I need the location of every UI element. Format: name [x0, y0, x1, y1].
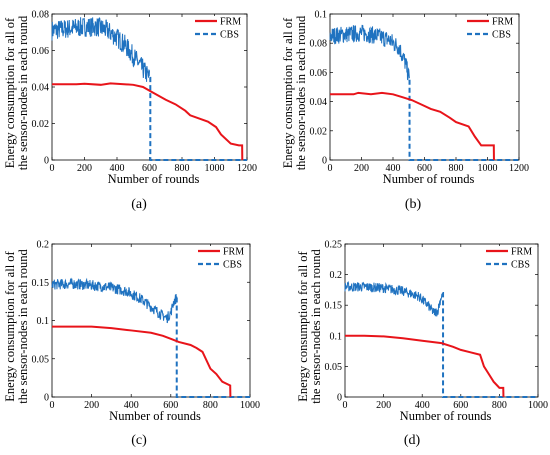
y-tick-label: 0.06 — [32, 46, 50, 57]
x-tick-label: 400 — [415, 400, 430, 411]
y-tick-label: 0.05 — [325, 362, 343, 373]
x-tick-label: 1000 — [240, 400, 260, 411]
x-tick-label: 800 — [449, 163, 464, 174]
x-tick-label: 1200 — [237, 163, 257, 174]
legend-frm-label: FRM — [220, 17, 241, 28]
x-tick-label: 800 — [203, 400, 218, 411]
y-tick-label: 0.04 — [310, 97, 328, 108]
chart-panel-1: 0 200 400 600 800 1000 1200 0 0.02 0.04 0.06 0.08 Nu… — [3, 10, 257, 213]
cbs-series-drop — [175, 297, 250, 398]
y-tick-label: 0 — [322, 156, 327, 167]
x-tick-label: 600 — [142, 163, 157, 174]
x-tick-label: 400 — [110, 163, 125, 174]
y-tick-label: 0.1 — [330, 331, 343, 342]
y-tick-label: 0.25 — [325, 240, 343, 251]
x-tick-label: 200 — [84, 400, 99, 411]
x-tick-label: 0 — [328, 163, 333, 174]
legend-frm-label: FRM — [223, 247, 244, 258]
legend-frm-label: FRM — [511, 247, 532, 258]
cbs-series-drop — [408, 79, 519, 161]
y-tick-label: 0.2 — [37, 240, 50, 251]
legend-frm-label: FRM — [492, 17, 513, 28]
x-tick-label: 800 — [175, 163, 190, 174]
plot-frame — [344, 243, 539, 398]
y-tick-label: 0.08 — [310, 39, 328, 50]
x-tick-label: 200 — [376, 400, 391, 411]
y-tick-label: 0.02 — [32, 119, 50, 130]
cbs-series-line — [51, 277, 178, 324]
x-axis-label: Number of rounds — [400, 409, 492, 423]
chart-panel-3: 0 200 400 600 800 1000 0 0.05 0.1 0.15 0.2 Number o… — [3, 240, 260, 449]
x-tick-label: 0 — [50, 163, 55, 174]
x-axis-label: Number of rounds — [383, 172, 475, 186]
x-tick-label: 1200 — [509, 163, 529, 174]
y-axis-label-line-1: Energy consumption for all of — [3, 250, 17, 401]
x-tick-label: 600 — [453, 400, 468, 411]
y-axis-label-line-1: Energy consumption for all of — [3, 17, 17, 168]
x-axis-label: Number of rounds — [109, 409, 201, 423]
y-tick-label: 0 — [44, 156, 49, 167]
cbs-series-drop — [442, 291, 538, 398]
x-tick-label: 0 — [343, 400, 348, 411]
panel-label: (a) — [131, 197, 147, 212]
y-axis-label-line-1: Energy consumption for all of — [296, 250, 310, 401]
y-axis-label-line-2: the sensor-nodes in each round — [294, 15, 308, 170]
cbs-series-line — [51, 17, 150, 82]
chart-panel-2: 0 200 400 600 800 1000 1200 0 0.02 0.04 0.06 0.08 0.… — [281, 10, 529, 213]
y-tick-label: 0.06 — [310, 68, 328, 79]
panel-label: (b) — [405, 197, 422, 212]
x-tick-label: 200 — [354, 163, 369, 174]
x-tick-label: 1000 — [478, 163, 498, 174]
x-tick-label: 400 — [124, 400, 139, 411]
y-tick-label: 0.2 — [330, 270, 343, 281]
x-tick-label: 600 — [163, 400, 178, 411]
x-tick-label: 0 — [50, 400, 55, 411]
frm-series-line — [330, 91, 495, 161]
chart-panel-4: 0 200 400 600 800 1000 0 0.05 0.1 0.15 0.2 0.25 Numb… — [296, 240, 548, 449]
cbs-series-line — [329, 24, 410, 81]
y-tick-label: 0.04 — [32, 83, 50, 94]
y-tick-label: 0.15 — [325, 301, 343, 312]
x-tick-label: 1000 — [528, 400, 548, 411]
panel-label: (c) — [131, 433, 147, 448]
y-tick-label: 0 — [44, 393, 49, 404]
panel-label: (d) — [404, 433, 421, 448]
x-tick-label: 400 — [386, 163, 401, 174]
x-tick-label: 200 — [77, 163, 92, 174]
legend-cbs-label: CBS — [511, 260, 530, 271]
y-tick-label: 0.15 — [32, 278, 50, 289]
frm-series-line — [52, 82, 244, 161]
y-axis-label-line-2: the sensor-nodes in each round — [16, 248, 30, 403]
legend-cbs-label: CBS — [492, 30, 511, 41]
y-axis-label-line-1: Energy consumption for all of — [281, 17, 295, 168]
x-axis-label: Number of rounds — [108, 172, 200, 186]
y-tick-label: 0.08 — [32, 10, 50, 21]
y-tick-label: 0.1 — [37, 316, 50, 327]
legend-cbs-label: CBS — [223, 260, 242, 271]
y-tick-label: 0.1 — [315, 10, 328, 21]
x-tick-label: 1000 — [205, 163, 225, 174]
legend-cbs-label: CBS — [220, 30, 239, 41]
frm-series-line — [52, 325, 232, 398]
y-tick-label: 0.02 — [310, 126, 328, 137]
x-tick-label: 800 — [492, 400, 507, 411]
x-tick-label: 600 — [417, 163, 432, 174]
y-tick-label: 0.05 — [32, 354, 50, 365]
y-axis-label-line-2: the sensor-nodes in each round — [16, 15, 30, 170]
frm-series-line — [345, 334, 505, 398]
y-axis-label-line-2: the sensor-nodes in each round — [309, 248, 323, 403]
cbs-series-drop — [149, 76, 247, 161]
cbs-series-line — [344, 280, 443, 317]
y-tick-label: 0 — [337, 393, 342, 404]
